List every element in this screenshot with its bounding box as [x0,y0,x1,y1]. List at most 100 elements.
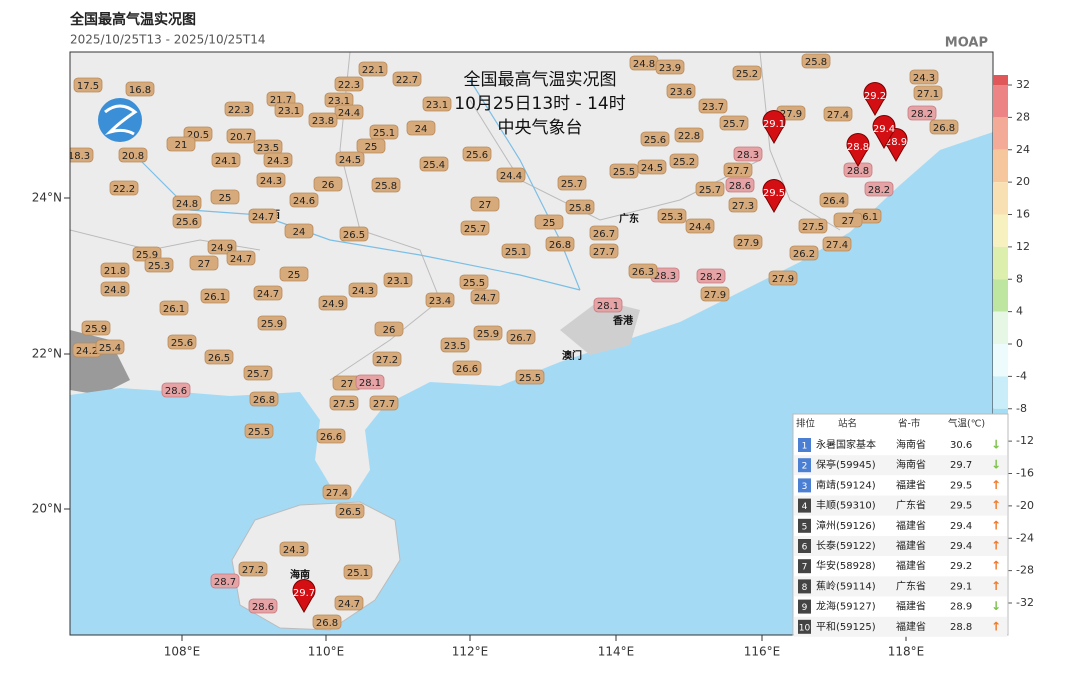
station-box [316,428,346,444]
province: 福建省 [896,539,926,552]
lon-label: 108°E [164,645,201,659]
station-box [565,199,595,215]
station-name: 南靖(59124) [816,478,876,491]
station-value: 25.1 [347,568,369,579]
colorbar-segment [993,376,1008,409]
station-value: 27.1 [917,89,939,100]
station-value: 27.3 [732,201,754,212]
pin-value: 29.4 [873,124,895,135]
station-box [244,423,274,439]
page-title: 全国最高气温实况图 [69,11,196,28]
station-box [372,351,402,367]
rank-badge [798,438,811,452]
station-box [496,167,526,183]
station-box [207,239,237,255]
trend: ↓ [991,458,1001,472]
colorbar-label: 8 [1016,272,1023,285]
station-value: 26.5 [343,230,365,241]
station-pin [846,133,870,168]
station-value: 23.1 [387,276,409,287]
station-value: 26.7 [510,333,532,344]
station-value: 24.7 [257,289,279,300]
rank: 4 [802,502,808,512]
station-value: 27.7 [593,247,615,258]
station-box [308,112,338,128]
station-value: 25.1 [505,247,527,258]
station-box [189,255,219,271]
trend: ↑ [991,579,1001,593]
station-box [335,503,365,519]
station-box [238,561,268,577]
temperature: 29.5 [950,480,972,491]
station-box [819,192,849,208]
station-value: 24.2 [76,346,98,357]
station-box [725,177,755,193]
colorbar-label: -4 [1016,369,1027,382]
station-value: 26.5 [339,507,361,518]
station-box [557,175,587,191]
station-value: 27.9 [780,109,802,120]
rank: 7 [802,563,808,573]
station-box [313,176,343,192]
station-value: 25.6 [176,217,198,228]
province: 福建省 [896,519,926,532]
station-name: 华安(58928) [816,559,876,572]
station-value: 16.8 [129,85,151,96]
row-bg [794,616,1007,637]
station-box [144,257,174,273]
station-value: 25.4 [423,160,445,171]
station-value: 26.3 [632,267,654,278]
station-value: 25.2 [736,69,758,80]
station-box [334,104,364,120]
station-value: 27.9 [737,238,759,249]
station-value: 25.7 [247,369,269,380]
station-box [279,266,309,282]
station-box [515,369,545,385]
station-value: 28.8 [847,166,869,177]
colorbar-label: 0 [1016,337,1023,350]
station-box [329,395,359,411]
station-value: 28.1 [359,378,381,389]
station-box [907,105,937,121]
station-value: 24.8 [104,285,126,296]
station-box [685,218,715,234]
column-header: 排位 [796,418,816,430]
station-box [369,395,399,411]
station-value: 25 [219,193,232,204]
station-box [801,53,831,69]
station-value: 25 [365,142,378,153]
station-value: 25.8 [375,181,397,192]
station-box [425,292,455,308]
column-header: 气温(℃) [948,418,985,430]
station-value: 25.5 [613,167,635,178]
station-value: 25.7 [464,224,486,235]
station-value: 21.7 [270,95,292,106]
station-box [322,484,352,500]
station-box [312,614,342,630]
temperature: 29.7 [950,460,972,471]
station-box [452,360,482,376]
station-box [833,212,863,228]
station-value: 24 [415,124,428,135]
station-value: 24.1 [215,156,237,167]
colorbar-label: -12 [1016,434,1034,447]
rank-badge [798,498,811,513]
station-box [263,152,293,168]
lon-label: 114°E [598,645,635,659]
station-value: 28.6 [165,386,187,397]
station-value: 25.5 [519,373,541,384]
station-box [125,81,155,97]
station-box [226,128,256,144]
station-value: 27 [341,379,354,390]
station-box [161,382,191,398]
place-label: 澳门 [562,349,582,362]
station-value: 26.7 [593,229,615,240]
station-value: 23.4 [429,296,451,307]
trend: ↓ [991,438,1001,452]
station-value: 28.2 [700,272,722,283]
rank-badge [798,458,811,473]
station-pin [292,579,316,614]
lat-label: 24°N [32,191,62,205]
station-value: 27.4 [326,488,348,499]
station-value: 27.9 [704,290,726,301]
